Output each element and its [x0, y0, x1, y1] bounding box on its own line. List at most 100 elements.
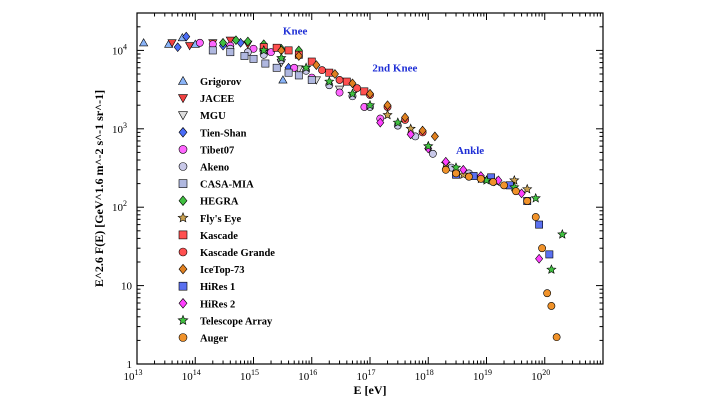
data-point [557, 229, 568, 239]
legend-marker [178, 145, 188, 154]
data-point [231, 35, 240, 46]
data-point [522, 183, 533, 194]
legend-marker [178, 298, 188, 309]
data-point [294, 71, 303, 80]
data-point [531, 213, 540, 221]
data-point [335, 88, 344, 97]
annotation-label: Knee [283, 25, 308, 37]
data-point [294, 51, 303, 61]
legend-label: Telescope Array [200, 316, 273, 327]
data-point [428, 149, 437, 158]
data-point [258, 45, 269, 55]
data-point [324, 76, 335, 86]
legend-label: Tien-Shan [200, 128, 247, 139]
legend-marker [178, 179, 188, 188]
data-markers [139, 31, 568, 342]
y-tick-label: 102 [112, 199, 127, 214]
x-tick-label: 1019 [473, 368, 492, 383]
annotation-label: Ankle [456, 145, 484, 157]
legend-marker [178, 263, 188, 275]
data-point [376, 117, 385, 128]
y-tick-label: 10 [121, 281, 133, 293]
x-tick-label: 1020 [531, 368, 550, 383]
data-point [195, 38, 204, 47]
legend-marker [178, 195, 188, 206]
data-point [307, 76, 316, 84]
data-point [347, 88, 358, 99]
data-point [353, 84, 361, 93]
data-point [278, 75, 288, 84]
series-tien-shan [173, 31, 293, 73]
legend-label: CASA-MIA [200, 180, 254, 191]
data-point [545, 250, 554, 259]
legend-label: HiRes 2 [200, 299, 235, 310]
x-tick-label: 1015 [240, 368, 259, 383]
annotations: Knee 2nd Knee Ankle [283, 25, 484, 156]
data-point [430, 131, 439, 142]
data-point [312, 60, 321, 70]
series-casa-mia [208, 46, 316, 84]
legend-label: Grigorov [200, 77, 242, 88]
data-point [261, 59, 270, 68]
data-point [318, 66, 326, 75]
series-icetop-73 [277, 45, 439, 142]
data-point [325, 68, 334, 77]
legend-marker [178, 127, 188, 138]
x-axis-title: E [eV] [354, 383, 387, 397]
x-tick-label: 1018 [415, 368, 434, 383]
legend-label: Kascade Grande [200, 248, 275, 259]
data-point [284, 46, 293, 55]
data-point [500, 181, 508, 190]
legend-label: HEGRA [200, 197, 239, 208]
data-point [392, 117, 403, 127]
data-point [441, 165, 450, 174]
legend-marker [177, 94, 189, 104]
data-point [535, 253, 544, 264]
data-point [243, 36, 252, 47]
legend-label: MGU [200, 111, 226, 122]
series-auger [441, 165, 561, 342]
series-telescope-array [258, 45, 568, 274]
legend: Grigorov JACEE MGU Tien-Shan Tibet07 Akeno CAS… [177, 75, 275, 345]
data-point [552, 333, 561, 342]
data-point [547, 302, 556, 310]
y-tick-label: 103 [112, 121, 127, 136]
data-point [240, 52, 249, 60]
data-point [512, 187, 520, 196]
legend-label: Kascade [200, 231, 238, 242]
x-tick-label: 1014 [182, 368, 201, 383]
x-tick-label: 1017 [357, 368, 376, 383]
legend-label: IceTop-73 [200, 265, 245, 276]
legend-marker [178, 162, 188, 171]
data-point [452, 169, 460, 178]
data-point [249, 54, 258, 63]
data-point [382, 109, 393, 120]
data-point [476, 174, 485, 183]
axis-titles: E [eV] E^2.6 F(E) [GeV^1.6 m^-2 s^-1 sr^-… [92, 90, 387, 397]
y-axis-title: E^2.6 F(E) [GeV^1.6 m^-2 s^-1 sr^-1] [92, 90, 106, 287]
data-point [225, 36, 235, 45]
x-tick-label: 1016 [298, 368, 317, 383]
legend-marker [177, 314, 189, 326]
legend-label: Fly's Eye [200, 214, 241, 225]
data-point [489, 178, 498, 186]
legend-marker [178, 333, 188, 342]
data-point [208, 46, 217, 55]
x-tick-label: 1013 [124, 368, 143, 383]
legend-marker [178, 247, 188, 257]
legend-marker [178, 281, 188, 291]
data-point [330, 69, 339, 79]
data-point [300, 62, 312, 73]
data-point [249, 44, 258, 53]
data-point [523, 197, 532, 205]
legend-label: Akeno [200, 163, 229, 174]
data-point [219, 37, 228, 48]
data-point [272, 63, 281, 72]
data-point [364, 99, 376, 110]
legend-marker [177, 75, 189, 85]
data-point [139, 38, 149, 47]
data-point [167, 39, 177, 48]
data-point [383, 100, 392, 111]
data-point [535, 220, 544, 229]
